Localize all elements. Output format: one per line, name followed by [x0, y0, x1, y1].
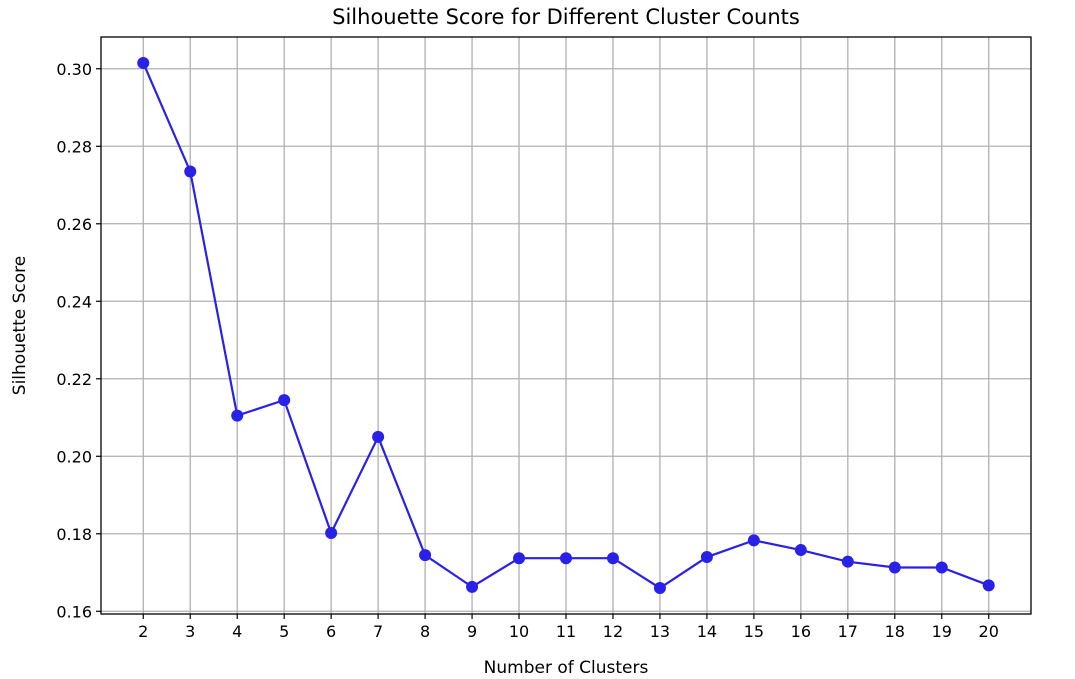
x-tick-label: 14: [697, 622, 717, 641]
data-point: [794, 544, 807, 557]
data-point: [841, 555, 854, 568]
x-tick-label: 13: [650, 622, 670, 641]
data-point: [325, 527, 338, 540]
grid: [101, 37, 1031, 614]
chart-title: Silhouette Score for Different Cluster C…: [332, 5, 800, 29]
data-point: [184, 165, 197, 178]
x-tick-label: 16: [791, 622, 811, 641]
data-point: [747, 534, 760, 547]
x-tick-label: 9: [467, 622, 477, 641]
data-point: [278, 394, 291, 407]
x-tick-label: 5: [279, 622, 289, 641]
y-tick-label: 0.20: [56, 447, 92, 466]
data-point: [935, 561, 948, 574]
x-tick-label: 18: [885, 622, 905, 641]
series-layer: [137, 56, 995, 595]
x-tick-label: 20: [979, 622, 999, 641]
data-point: [888, 561, 901, 574]
x-tick-label: 4: [232, 622, 242, 641]
x-tick-label: 15: [744, 622, 764, 641]
data-point: [137, 56, 150, 69]
x-tick-label: 17: [838, 622, 858, 641]
data-point: [419, 549, 432, 562]
data-point: [606, 552, 619, 565]
x-tick-label: 8: [420, 622, 430, 641]
data-point: [513, 552, 526, 565]
y-tick-label: 0.22: [56, 370, 92, 389]
x-tick-label: 11: [556, 622, 576, 641]
data-point: [653, 582, 666, 595]
y-axis-label: Silhouette Score: [10, 256, 30, 395]
plot-frame: [100, 36, 1032, 615]
y-tick-label: 0.30: [56, 60, 92, 79]
x-tick-label: 6: [326, 622, 336, 641]
x-tick-label: 2: [138, 622, 148, 641]
y-tick-label: 0.16: [56, 602, 92, 621]
data-point: [372, 430, 385, 443]
x-tick-label: 10: [509, 622, 529, 641]
y-tick-label: 0.24: [56, 292, 92, 311]
x-tick-label: 19: [932, 622, 952, 641]
x-tick-label: 7: [373, 622, 383, 641]
y-tick-label: 0.18: [56, 525, 92, 544]
data-point: [231, 409, 244, 422]
data-point: [466, 580, 479, 593]
x-axis-label: Number of Clusters: [484, 658, 649, 678]
y-tick-label: 0.26: [56, 215, 92, 234]
data-point: [700, 551, 713, 564]
axis-ticks: 2 3 4 5 6 7 8 9 10 11 12 13 14 15 16 17 18 19 20 0.16 0.18 0.…: [56, 60, 999, 641]
y-tick-label: 0.28: [56, 137, 92, 156]
x-tick-label: 3: [185, 622, 195, 641]
data-point: [982, 579, 995, 592]
x-tick-label: 12: [603, 622, 623, 641]
data-point: [560, 552, 572, 565]
